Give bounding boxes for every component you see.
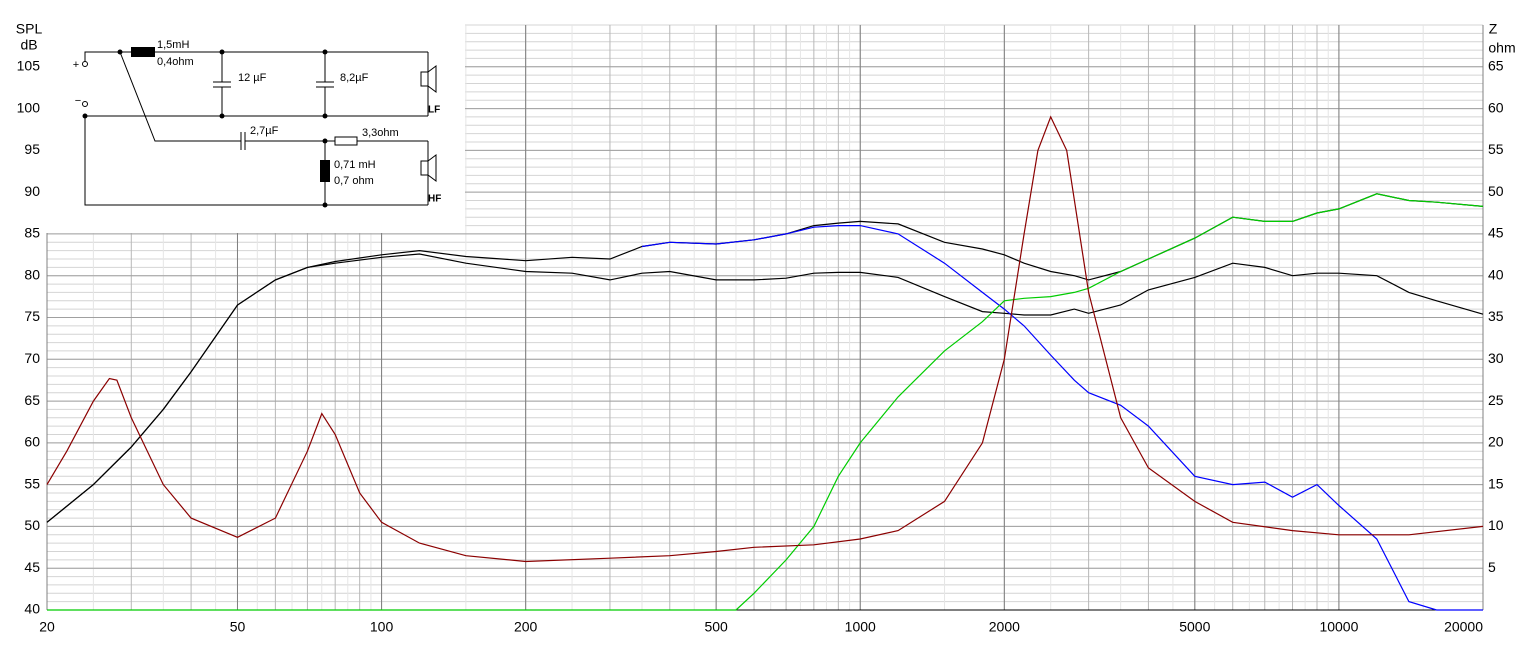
annotation: 12 µF xyxy=(238,72,267,84)
node xyxy=(82,113,88,119)
y-tick-label: 50 xyxy=(24,517,40,533)
inductor xyxy=(320,160,330,182)
x-tick-label: 10000 xyxy=(1319,619,1358,635)
y-tick-label: 45 xyxy=(24,559,40,575)
y2-axis-label: Z xyxy=(1489,21,1498,37)
node xyxy=(219,49,225,55)
series-line xyxy=(47,193,1484,611)
annotation: 0,71 mH xyxy=(334,159,376,171)
node xyxy=(322,138,328,144)
annotation: 3,3ohm xyxy=(362,127,399,139)
x-tick-label: 1000 xyxy=(845,619,876,635)
y2-tick-label: 5 xyxy=(1488,559,1496,575)
y2-tick-label: 40 xyxy=(1488,266,1504,282)
x-tick-label: 100 xyxy=(370,619,394,635)
speaker-lf xyxy=(420,71,429,87)
node xyxy=(322,202,328,208)
x-tick-label: 20 xyxy=(39,619,55,635)
annotation: HF xyxy=(428,194,441,205)
x-tick-label: 20000 xyxy=(1444,619,1483,635)
y-tick-label: 70 xyxy=(24,350,40,366)
annotation: 0,7 ohm xyxy=(334,175,374,187)
y2-tick-label: 65 xyxy=(1488,57,1504,73)
y2-tick-label: 10 xyxy=(1488,517,1504,533)
y2-tick-label: 45 xyxy=(1488,225,1504,241)
wire xyxy=(84,51,428,62)
y-tick-label: 75 xyxy=(24,308,40,324)
node xyxy=(117,49,123,55)
y2-tick-label: 15 xyxy=(1488,475,1504,491)
x-tick-label: 2000 xyxy=(989,619,1020,635)
y-tick-label: 105 xyxy=(17,57,41,73)
speaker-hf xyxy=(420,160,429,176)
y-axis-label: SPL xyxy=(16,21,43,37)
crossover-schematic: + − 1,5mH 0,4ohm 12 µF 8,2µF LF 2,7µF 3,… xyxy=(0,0,465,233)
series-line xyxy=(46,253,1484,523)
y-tick-label: 40 xyxy=(24,601,40,617)
y2-tick-label: 20 xyxy=(1488,434,1504,450)
y-tick-label: 60 xyxy=(24,434,40,450)
y2-tick-label: 30 xyxy=(1488,350,1504,366)
resistor xyxy=(334,136,358,146)
series-line xyxy=(46,193,1484,523)
series-line xyxy=(46,115,1484,563)
annotation: − xyxy=(75,95,81,107)
y-tick-label: 55 xyxy=(24,475,40,491)
speaker-lf xyxy=(427,65,437,93)
annotation: 1,5mH xyxy=(157,39,189,51)
x-tick-label: 500 xyxy=(704,619,728,635)
y-axis-label: dB xyxy=(20,37,37,53)
annotation: LF xyxy=(428,105,440,116)
y-tick-label: 90 xyxy=(24,183,40,199)
x-tick-label: 50 xyxy=(230,619,246,635)
x-tick-label: 200 xyxy=(514,619,538,635)
y-tick-label: 100 xyxy=(17,99,41,115)
terminal xyxy=(82,61,88,67)
annotation: + xyxy=(73,59,79,71)
annotation: 8,2µF xyxy=(340,72,369,84)
y-tick-label: 65 xyxy=(24,392,40,408)
series xyxy=(46,115,1484,611)
wire xyxy=(84,116,428,206)
y2-tick-label: 55 xyxy=(1488,141,1504,157)
y2-tick-label: 35 xyxy=(1488,308,1504,324)
node xyxy=(322,113,328,119)
annotation: 0,4ohm xyxy=(157,56,194,68)
node xyxy=(219,113,225,119)
terminal xyxy=(82,101,88,107)
y2-tick-label: 25 xyxy=(1488,392,1504,408)
y2-tick-label: 60 xyxy=(1488,99,1504,115)
annotation: 2,7µF xyxy=(250,125,279,137)
x-tick-label: 5000 xyxy=(1179,619,1210,635)
y2-tick-label: 50 xyxy=(1488,183,1504,199)
node xyxy=(322,49,328,55)
speaker-hf xyxy=(427,154,437,182)
y-tick-label: 85 xyxy=(24,225,40,241)
y2-axis-label: ohm xyxy=(1488,40,1515,56)
y-tick-label: 95 xyxy=(24,141,40,157)
y-tick-label: 80 xyxy=(24,266,40,282)
series-line xyxy=(641,225,1483,611)
wire xyxy=(119,51,241,142)
inductor xyxy=(131,47,155,57)
